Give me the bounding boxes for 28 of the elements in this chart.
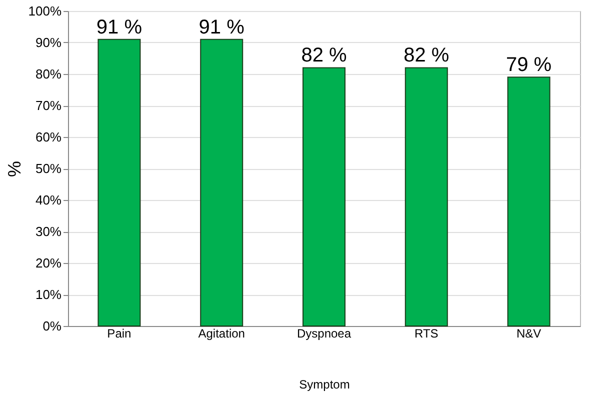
data-label: 82 % bbox=[301, 44, 348, 67]
x-tick-label: N&V bbox=[516, 326, 542, 340]
bar bbox=[98, 38, 141, 326]
bar bbox=[507, 76, 550, 326]
y-tick-label: 10% bbox=[35, 287, 62, 302]
y-tick-label: 80% bbox=[35, 66, 62, 82]
x-tick-label: Dyspnoea bbox=[296, 326, 352, 340]
data-label: 91 % bbox=[198, 16, 245, 38]
y-tick-label: 70% bbox=[35, 98, 62, 113]
y-tick-label: 90% bbox=[35, 35, 62, 50]
bar bbox=[200, 38, 244, 326]
bar bbox=[302, 67, 346, 326]
data-label: 82 % bbox=[404, 44, 450, 67]
y-tick-label: 30% bbox=[35, 224, 62, 239]
x-tick-label: Agitation bbox=[198, 326, 245, 340]
data-label: 79 % bbox=[506, 54, 552, 76]
y-tick-label: 60% bbox=[35, 130, 62, 144]
x-axis-title: Symptom bbox=[299, 378, 350, 392]
data-label: 91 % bbox=[96, 16, 142, 38]
y-tick-label: 40% bbox=[35, 192, 62, 208]
y-tick-label: 20% bbox=[35, 256, 62, 270]
y-tick-label: 50% bbox=[35, 161, 62, 176]
y-tick-label: 100% bbox=[28, 4, 62, 18]
y-axis-title: % bbox=[4, 160, 24, 178]
x-tick-label: Pain bbox=[107, 326, 132, 340]
y-tick-label: 0% bbox=[42, 318, 62, 334]
bar bbox=[404, 67, 448, 326]
x-tick-label: RTS bbox=[414, 326, 438, 340]
